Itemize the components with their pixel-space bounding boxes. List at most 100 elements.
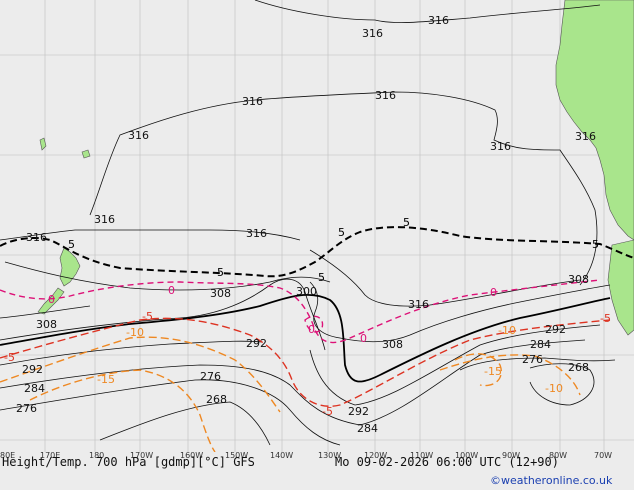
- height-label: 284: [24, 382, 45, 395]
- height-label: 308: [36, 318, 57, 331]
- longitude-label: 180: [89, 451, 104, 460]
- isotherm-5-solid-line: [0, 293, 611, 383]
- temp-label: -5: [600, 312, 611, 325]
- height-label: 292: [348, 405, 369, 418]
- temperature-labels: 5 5 5 5 5 5 0 0 0 0 0 -5 -5 -5 -5 -10 -1…: [4, 216, 611, 418]
- longitude-label: 120W: [364, 451, 387, 460]
- isotherm-5: [0, 226, 634, 278]
- south-america-land: [555, 0, 634, 241]
- graticule: [0, 0, 634, 452]
- isotherm-minus10-line: [0, 336, 281, 413]
- contour-268: [99, 401, 271, 446]
- temp-label: -10: [126, 326, 144, 339]
- isotherm-minus5-line: [0, 317, 611, 407]
- temp-label: 5: [338, 226, 345, 239]
- temp-label: 5: [403, 216, 410, 229]
- temp-label: -15: [97, 373, 115, 386]
- contour-308-loop: [309, 281, 611, 343]
- height-label: 316: [128, 129, 149, 142]
- height-label: 276: [16, 402, 37, 415]
- contour-316-mid: [89, 91, 598, 286]
- longitude-label: 160W: [180, 451, 203, 460]
- temp-label: 0: [308, 323, 315, 336]
- height-label: 292: [545, 323, 566, 336]
- temp-label: -5: [4, 351, 15, 364]
- longitude-label: 140W: [270, 451, 293, 460]
- temp-label: -10: [498, 324, 516, 337]
- isotherm-minus5: [0, 317, 611, 407]
- temp-label: 5: [318, 271, 325, 284]
- temp-label: 0: [168, 284, 175, 297]
- contour-292: [0, 340, 263, 366]
- contour-308-west: [0, 305, 91, 319]
- temp-label: 5: [68, 238, 75, 251]
- temp-label: -15: [484, 365, 502, 378]
- contour-276-east: [459, 357, 616, 371]
- longitude-label: 170E: [40, 451, 60, 460]
- footer-strip: [0, 452, 634, 490]
- contour-300: [0, 278, 326, 351]
- height-label: 316: [375, 89, 396, 102]
- isotherm-5-solid: [0, 293, 611, 383]
- height-label: 308: [210, 287, 231, 300]
- height-label: 292: [22, 363, 43, 376]
- land: [37, 0, 634, 336]
- height-label: 316: [94, 213, 115, 226]
- height-label: 276: [200, 370, 221, 383]
- height-label: 316: [408, 298, 429, 311]
- longitude-label: 90W: [502, 451, 520, 460]
- height-label: 316: [246, 227, 267, 240]
- isotherm-minus15-line: [29, 369, 216, 453]
- map-title: Height/Temp. 700 hPa [gdmp][°C] GFS: [2, 455, 255, 469]
- isotherm-minus10-15: [0, 336, 581, 453]
- isotherm-minus15-east: [454, 353, 502, 387]
- longitude-axis: 80E 170E 180 170W 160W 150W 140W 130W 12…: [0, 451, 612, 460]
- temp-label: 0: [48, 293, 55, 306]
- longitude-label: 150W: [225, 451, 248, 460]
- height-label: 316: [242, 95, 263, 108]
- isotherm-0-blob: [304, 315, 324, 333]
- longitude-label: 170W: [130, 451, 153, 460]
- height-label: 292: [246, 337, 267, 350]
- contour-292-east: [309, 324, 601, 406]
- contour-316-north: [254, 0, 601, 24]
- isotherm-minus10-east: [439, 354, 581, 396]
- temp-label: 5: [592, 238, 599, 251]
- longitude-label: 110W: [410, 451, 433, 460]
- height-label: 316: [428, 14, 449, 27]
- longitude-label: 70W: [594, 451, 612, 460]
- contour-276: [0, 379, 341, 446]
- contour-316-south: [309, 249, 581, 307]
- new-zealand-north-land: [59, 247, 81, 287]
- temp-label: 5: [217, 266, 224, 279]
- height-label: 300: [296, 285, 317, 298]
- patagonia-land: [607, 239, 634, 336]
- height-label: 308: [568, 273, 589, 286]
- isotherm-0-line: [0, 279, 601, 344]
- longitude-label: 130W: [318, 451, 341, 460]
- isotherm-0: [0, 279, 601, 344]
- height-label: 276: [522, 353, 543, 366]
- credit-text: ©weatheronline.co.uk: [490, 474, 613, 487]
- longitude-label: 80E: [0, 451, 15, 460]
- contour-308-north: [4, 261, 331, 291]
- height-label: 316: [490, 140, 511, 153]
- height-label: 316: [26, 231, 47, 244]
- height-label: 316: [362, 27, 383, 40]
- longitude-label: 100W: [455, 451, 478, 460]
- temp-label: -5: [142, 310, 153, 323]
- valid-time: Mo 09-02-2026 06:00 UTC (12+90): [335, 455, 559, 469]
- temp-label: 0: [490, 286, 497, 299]
- height-label: 268: [206, 393, 227, 406]
- height-labels: 316 316 316 316 316 316 316 316 316 316 …: [16, 14, 596, 435]
- height-label: 268: [568, 361, 589, 374]
- height-label: 316: [575, 130, 596, 143]
- isotherm-5-line: [0, 226, 634, 278]
- contour-316-west: [0, 229, 301, 241]
- temp-label: -5: [322, 405, 333, 418]
- contour-268-east: [529, 363, 595, 406]
- temp-label: -10: [545, 382, 563, 395]
- height-label: 284: [530, 338, 551, 351]
